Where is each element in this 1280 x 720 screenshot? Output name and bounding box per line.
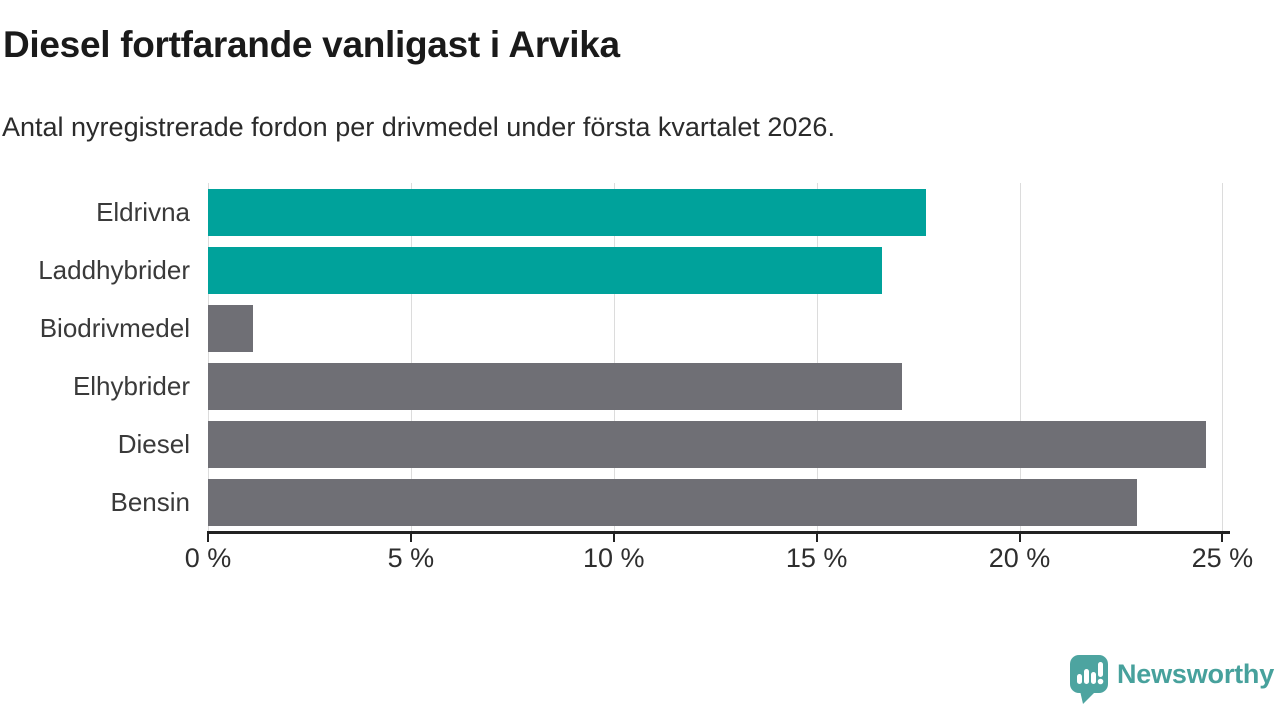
chart-title: Diesel fortfarande vanligast i Arvika xyxy=(3,24,620,65)
bar xyxy=(208,479,1138,526)
category-label: Laddhybrider xyxy=(38,255,190,285)
x-axis-tick-label: 15 % xyxy=(785,543,848,573)
gridline xyxy=(613,183,615,531)
gridline xyxy=(1222,183,1224,531)
axis-tick xyxy=(1018,531,1021,542)
category-label: Bensin xyxy=(110,487,191,517)
x-axis-tick-label: 25 % xyxy=(1191,543,1254,573)
gridline xyxy=(410,183,412,531)
category-label: Eldrivna xyxy=(96,197,190,227)
bar xyxy=(208,363,902,410)
category-label: Diesel xyxy=(117,429,190,459)
x-axis-tick-label: 0 % xyxy=(184,543,232,573)
category-label: Biodrivmedel xyxy=(39,313,190,343)
gridline xyxy=(1019,183,1021,531)
axis-tick xyxy=(409,531,412,542)
gridline xyxy=(816,183,818,531)
bar xyxy=(208,247,882,294)
newsworthy-logo-text: Newsworthy xyxy=(1117,659,1275,689)
x-axis-tick-label: 10 % xyxy=(582,543,645,573)
bar xyxy=(208,305,253,352)
axis-tick xyxy=(207,531,209,542)
bar xyxy=(208,421,1207,468)
axis-tick xyxy=(612,531,615,542)
chart-subtitle: Antal nyregistrerade fordon per drivmede… xyxy=(2,112,835,142)
x-axis-tick-label: 5 % xyxy=(387,543,435,573)
bar xyxy=(208,189,927,236)
x-axis-line xyxy=(207,531,1230,534)
newsworthy-logo-icon xyxy=(1069,654,1109,710)
axis-tick xyxy=(1221,531,1224,542)
gridline xyxy=(208,183,209,531)
brand-footer: Newsworthy xyxy=(1069,654,1274,710)
axis-tick xyxy=(815,531,818,542)
x-axis-tick-label: 20 % xyxy=(988,543,1051,573)
category-label: Elhybrider xyxy=(72,371,190,401)
